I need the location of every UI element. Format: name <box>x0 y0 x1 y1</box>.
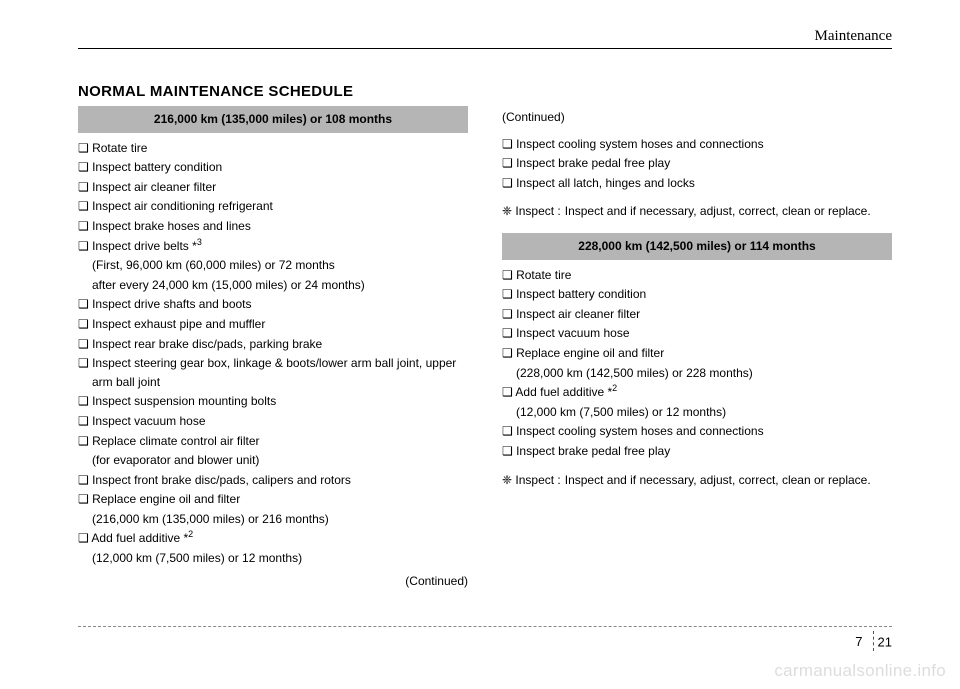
list-item: ❑ Inspect drive shafts and boots <box>78 295 468 314</box>
list-item: ❑ Inspect air conditioning refrigerant <box>78 197 468 216</box>
list-item: ❑ Inspect rear brake disc/pads, parking … <box>78 335 468 354</box>
list-item: ❑ Inspect brake hoses and lines <box>78 217 468 236</box>
section-header: Maintenance <box>78 28 892 49</box>
list-item: ❑ Rotate tire <box>78 139 468 158</box>
note-body: Inspect and if necessary, adjust, correc… <box>565 202 892 221</box>
schedule-header-228k: 228,000 km (142,500 miles) or 114 months <box>502 233 892 260</box>
list-item: ❑ Replace engine oil and filter <box>502 344 892 363</box>
list-item: ❑ Inspect vacuum hose <box>502 324 892 343</box>
list-subline: (for evaporator and blower unit) <box>78 451 468 470</box>
list-item: ❑ Inspect cooling system hoses and conne… <box>502 422 892 441</box>
list-item: ❑ Inspect battery condition <box>78 158 468 177</box>
continued-list: ❑ Inspect cooling system hoses and conne… <box>502 135 892 193</box>
inspect-note-2: ❈ Inspect : Inspect and if necessary, ad… <box>502 471 892 490</box>
content-columns: 216,000 km (135,000 miles) or 108 months… <box>78 106 892 590</box>
list-subline: (12,000 km (7,500 miles) or 12 months) <box>502 403 892 422</box>
list-item: ❑ Inspect battery condition <box>502 285 892 304</box>
list-subline: (216,000 km (135,000 miles) or 216 month… <box>78 510 468 529</box>
list-subline: after every 24,000 km (15,000 miles) or … <box>78 276 468 295</box>
list-item: ❑ Replace climate control air filter <box>78 432 468 451</box>
list-item: ❑ Inspect brake pedal free play <box>502 442 892 461</box>
left-column: 216,000 km (135,000 miles) or 108 months… <box>78 106 468 590</box>
continued-top-label: (Continued) <box>502 108 892 127</box>
footer-rule <box>78 626 892 627</box>
list-item: ❑ Inspect air cleaner filter <box>502 305 892 324</box>
note-body: Inspect and if necessary, adjust, correc… <box>565 471 892 490</box>
list-item: ❑ Inspect air cleaner filter <box>78 178 468 197</box>
list-item: ❑ Add fuel additive *2 <box>78 529 468 548</box>
list-item: ❑ Inspect exhaust pipe and muffler <box>78 315 468 334</box>
list-item: ❑ Inspect vacuum hose <box>78 412 468 431</box>
list-item: ❑ Inspect front brake disc/pads, caliper… <box>78 471 468 490</box>
note-lead: ❈ Inspect : <box>502 471 565 490</box>
list-item: ❑ Inspect suspension mounting bolts <box>78 392 468 411</box>
list-item: ❑ Inspect drive belts *3 <box>78 237 468 256</box>
page-number: 21 <box>878 634 892 649</box>
list-subline: (228,000 km (142,500 miles) or 228 month… <box>502 364 892 383</box>
list-item: ❑ Inspect steering gear box, linkage & b… <box>78 354 468 391</box>
list-item: ❑ Add fuel additive *2 <box>502 383 892 402</box>
right-column: (Continued) ❑ Inspect cooling system hos… <box>502 106 892 590</box>
note-lead: ❈ Inspect : <box>502 202 565 221</box>
list-item: ❑ Replace engine oil and filter <box>78 490 468 509</box>
watermark: carmanualsonline.info <box>774 661 946 681</box>
inspect-note-1: ❈ Inspect : Inspect and if necessary, ad… <box>502 202 892 221</box>
list-subline: (12,000 km (7,500 miles) or 12 months) <box>78 549 468 568</box>
chapter-number: 7 <box>855 634 868 649</box>
list-subline: (First, 96,000 km (60,000 miles) or 72 m… <box>78 256 468 275</box>
schedule-header-216k: 216,000 km (135,000 miles) or 108 months <box>78 106 468 133</box>
schedule-list-228k: ❑ Rotate tire❑ Inspect battery condition… <box>502 266 892 461</box>
page-footer: 7 21 <box>855 633 892 653</box>
list-item: ❑ Inspect all latch, hinges and locks <box>502 174 892 193</box>
schedule-list-216k: ❑ Rotate tire❑ Inspect battery condition… <box>78 139 468 568</box>
continued-label: (Continued) <box>78 572 468 591</box>
list-item: ❑ Rotate tire <box>502 266 892 285</box>
page-title: NORMAL MAINTENANCE SCHEDULE <box>78 83 892 100</box>
list-item: ❑ Inspect brake pedal free play <box>502 154 892 173</box>
list-item: ❑ Inspect cooling system hoses and conne… <box>502 135 892 154</box>
